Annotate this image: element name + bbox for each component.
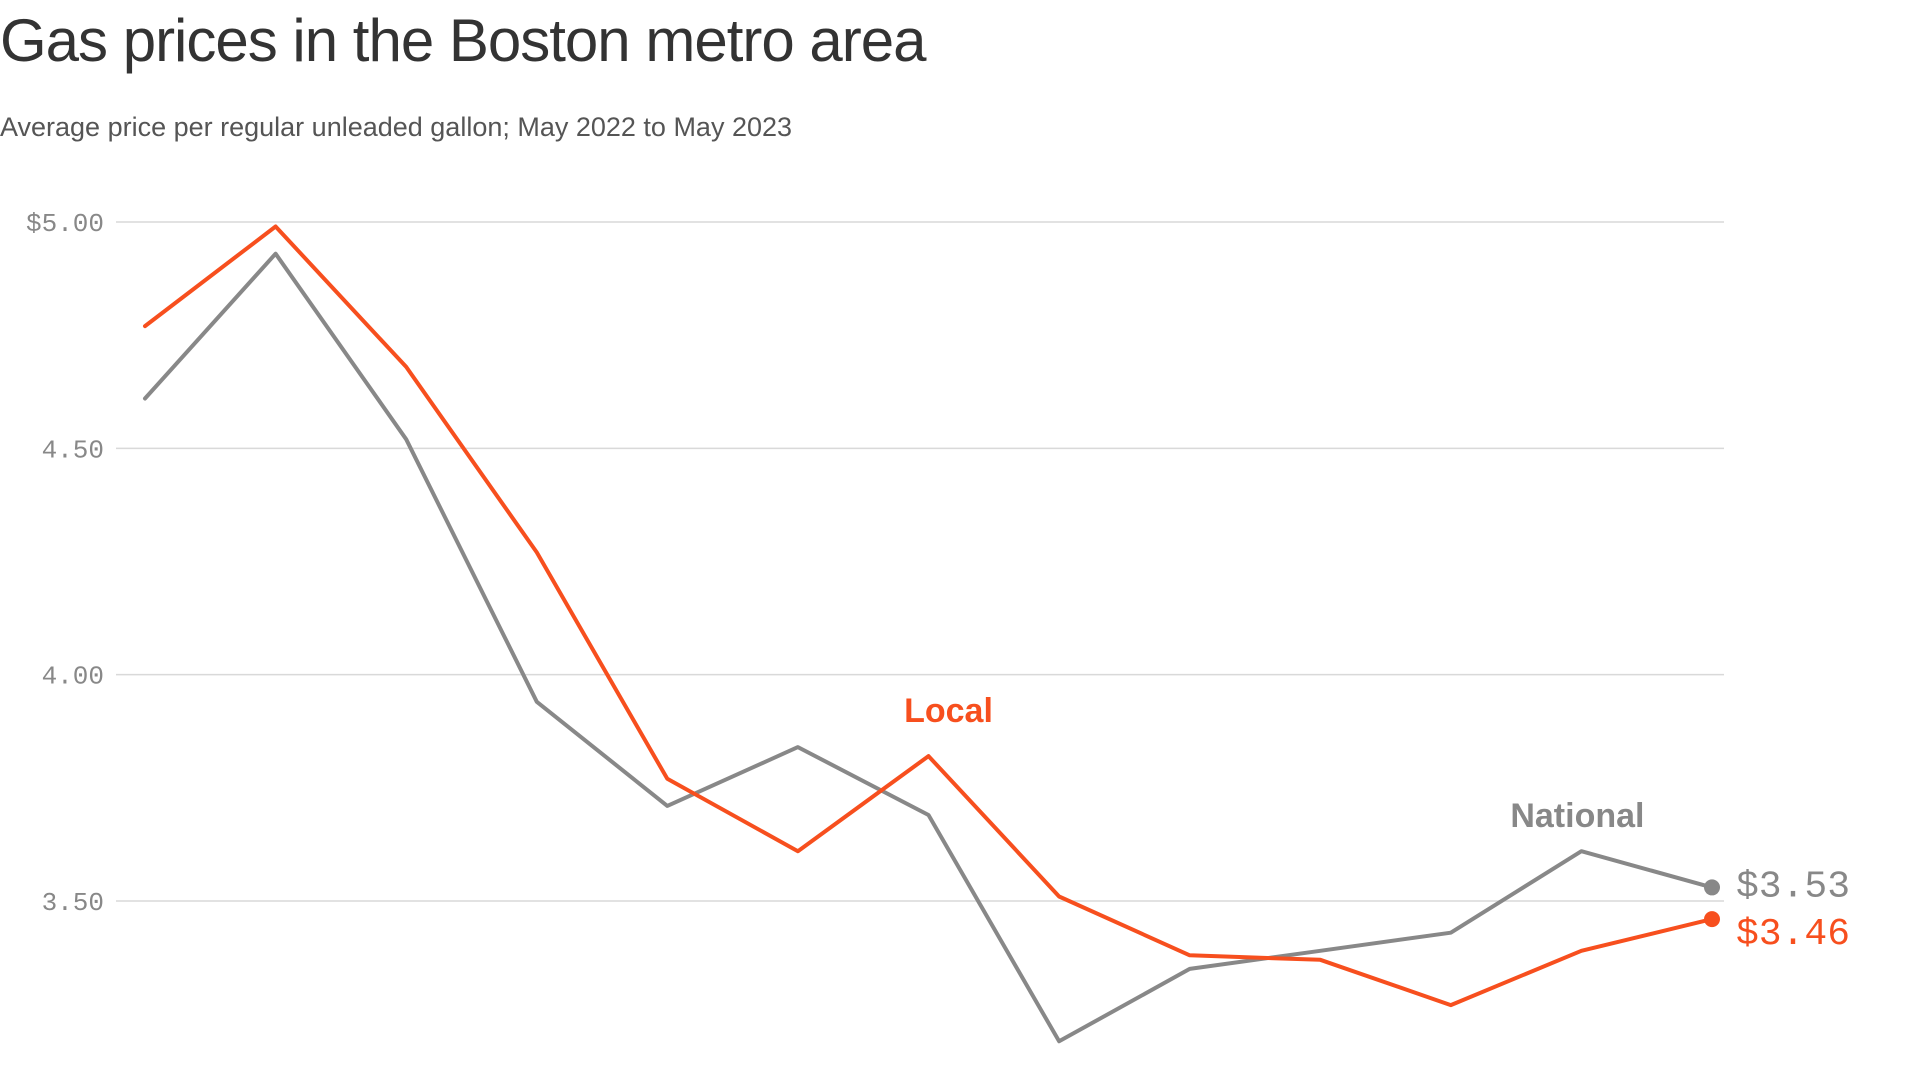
series-line-local xyxy=(143,224,1714,1008)
y-tick-label: 4.00 xyxy=(42,662,104,692)
end-point-local xyxy=(1704,911,1720,928)
chart-title: Gas prices in the Boston metro area xyxy=(0,7,926,74)
chart-subtitle: Average price per regular unleaded gallo… xyxy=(0,112,793,142)
end-value-label-local: $3.46 xyxy=(1736,913,1850,956)
series-line-national xyxy=(143,251,1714,1044)
series-end-points xyxy=(1704,879,1720,928)
end-point-national xyxy=(1704,879,1720,896)
y-axis-ticks: $5.00 4.50 4.00 3.50 xyxy=(26,209,104,918)
series-labels: $3.53 National $3.46 Local xyxy=(904,692,1850,956)
y-tick-label: 3.50 xyxy=(42,888,104,918)
series-lines xyxy=(143,224,1714,1044)
grid-lines xyxy=(116,221,1724,902)
y-tick-label: 4.50 xyxy=(42,435,104,465)
end-value-label-national: $3.53 xyxy=(1736,865,1850,908)
series-name-label-local: Local xyxy=(904,692,993,730)
y-tick-label: $5.00 xyxy=(26,209,104,239)
series-name-label-national: National xyxy=(1510,797,1644,835)
